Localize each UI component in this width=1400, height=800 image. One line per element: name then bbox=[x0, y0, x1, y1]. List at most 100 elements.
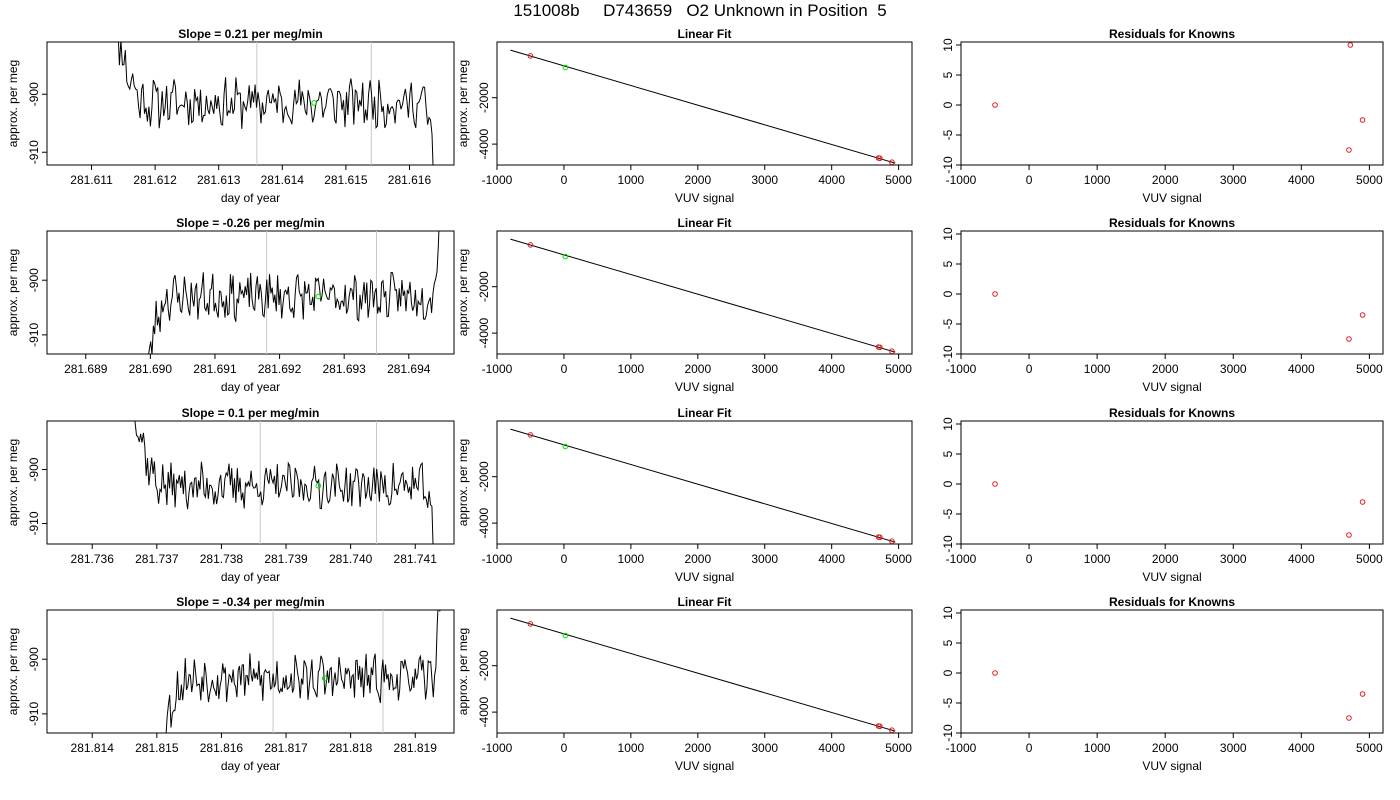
x-tick-label: 1000 bbox=[1084, 741, 1111, 755]
panel-time-row-0: Slope = 0.21 per meg/min 281.611 281.612 28… bbox=[6, 27, 455, 205]
plot-frame bbox=[960, 609, 1384, 734]
x-tick-label: 3000 bbox=[1220, 362, 1247, 376]
y-axis-label: approx. per meg bbox=[456, 439, 470, 526]
x-tick-label: 281.736 bbox=[71, 552, 115, 566]
unknown-point bbox=[562, 632, 569, 639]
x-tick-label: 281.615 bbox=[324, 173, 368, 187]
panel-fit-row-0: Linear Fit -1000 0 1000 2000 3000 4000 5000 -200… bbox=[456, 27, 913, 205]
x-axis-label: VUV signal bbox=[1142, 570, 1201, 584]
x-tick-label: 281.741 bbox=[394, 552, 438, 566]
x-tick-label: 281.815 bbox=[135, 741, 179, 755]
plot-area bbox=[992, 42, 1366, 153]
x-axis-label: day of year bbox=[221, 191, 280, 205]
x-tick-label: 281.612 bbox=[133, 173, 177, 187]
panel-title: Linear Fit bbox=[677, 595, 731, 609]
plot-area bbox=[992, 670, 1366, 721]
plot-frame bbox=[46, 609, 455, 734]
x-tick-label: 5000 bbox=[1356, 362, 1383, 376]
fit-line bbox=[510, 617, 896, 732]
fit-line bbox=[510, 49, 896, 164]
panel-residuals-row-1: Residuals for Knowns -1000 0 1000 2000 3000 40… bbox=[941, 216, 1384, 394]
x-tick-label: 2000 bbox=[1152, 741, 1179, 755]
x-axis-label: VUV signal bbox=[1142, 191, 1201, 205]
x-tick-label: 4000 bbox=[818, 552, 845, 566]
residual-point bbox=[1359, 691, 1366, 697]
y-tick-label: -2000 bbox=[477, 82, 491, 113]
panel-time-row-1: Slope = -0.26 per meg/min 281.689 281.690 2… bbox=[6, 216, 455, 394]
x-tick-label: 2000 bbox=[684, 552, 711, 566]
x-tick-label: 281.814 bbox=[71, 741, 115, 755]
x-tick-label: 281.739 bbox=[264, 552, 308, 566]
plot-area bbox=[992, 291, 1366, 342]
y-tick-label: 0 bbox=[941, 290, 955, 297]
fit-line bbox=[510, 238, 896, 353]
x-tick-label: 5000 bbox=[885, 741, 912, 755]
y-tick-label: -5 bbox=[941, 129, 955, 140]
panel-residuals-row-2: Residuals for Knowns -1000 0 1000 2000 3000 40… bbox=[941, 406, 1384, 584]
known-point bbox=[877, 344, 883, 351]
unknown-point bbox=[562, 253, 569, 260]
y-tick-label: -2000 bbox=[477, 650, 491, 681]
plot-area bbox=[510, 428, 896, 544]
residual-point bbox=[1359, 499, 1366, 505]
plot-frame bbox=[496, 41, 913, 166]
y-tick-label: 10 bbox=[941, 606, 955, 620]
x-tick-label: 4000 bbox=[818, 362, 845, 376]
series-line bbox=[134, 421, 434, 544]
x-tick-label: 281.689 bbox=[64, 362, 108, 376]
unknown-mean-point bbox=[315, 482, 322, 489]
x-tick-label: 1000 bbox=[618, 173, 645, 187]
panel-fit-row-3: Linear Fit -1000 0 1000 2000 3000 4000 5000 -200… bbox=[456, 595, 913, 773]
x-tick-label: 281.616 bbox=[388, 173, 432, 187]
x-tick-label: 1000 bbox=[618, 741, 645, 755]
known-point bbox=[527, 432, 534, 438]
panel-residuals-row-3: Residuals for Knowns -1000 0 1000 2000 3000 40… bbox=[941, 595, 1384, 773]
x-tick-label: 281.691 bbox=[193, 362, 237, 376]
residual-point bbox=[1346, 532, 1352, 538]
x-tick-label: -1000 bbox=[946, 552, 977, 566]
y-axis-label: approx. per meg bbox=[6, 628, 20, 715]
residual-point bbox=[1347, 42, 1354, 48]
x-tick-label: 281.818 bbox=[329, 741, 373, 755]
x-tick-label: 0 bbox=[561, 552, 568, 566]
panel-title: Linear Fit bbox=[677, 216, 731, 230]
plot-area bbox=[510, 49, 896, 165]
x-axis-label: day of year bbox=[221, 570, 280, 584]
known-point bbox=[527, 53, 534, 59]
y-tick-label: 5 bbox=[941, 71, 955, 78]
unknown-mean-point bbox=[321, 675, 328, 682]
x-tick-label: 4000 bbox=[818, 741, 845, 755]
panel-title: Residuals for Knowns bbox=[1109, 27, 1235, 41]
y-tick-label: 0 bbox=[941, 480, 955, 487]
x-tick-label: 2000 bbox=[684, 741, 711, 755]
plot-area bbox=[510, 617, 896, 733]
x-tick-label: 281.693 bbox=[322, 362, 366, 376]
x-tick-label: 281.817 bbox=[264, 741, 308, 755]
x-tick-label: 3000 bbox=[751, 741, 778, 755]
x-axis-label: VUV signal bbox=[1142, 380, 1201, 394]
panel-title: Slope = 0.21 per meg/min bbox=[178, 27, 322, 41]
plot-frame bbox=[960, 230, 1384, 355]
x-tick-label: 5000 bbox=[885, 552, 912, 566]
plot-area bbox=[165, 610, 441, 733]
y-tick-label: -900 bbox=[27, 268, 41, 292]
y-tick-label: 10 bbox=[941, 227, 955, 241]
plot-frame bbox=[46, 230, 455, 355]
x-tick-label: 281.737 bbox=[135, 552, 179, 566]
x-tick-label: 281.611 bbox=[70, 173, 113, 187]
y-tick-label: -2000 bbox=[477, 461, 491, 492]
panel-fit-row-2: Linear Fit -1000 0 1000 2000 3000 4000 5000 -200… bbox=[456, 406, 913, 584]
known-point bbox=[889, 159, 895, 165]
x-axis-label: VUV signal bbox=[675, 380, 734, 394]
x-tick-label: 281.613 bbox=[197, 173, 241, 187]
known-point bbox=[889, 727, 895, 733]
series-line bbox=[148, 231, 440, 354]
x-tick-label: 4000 bbox=[1288, 173, 1315, 187]
x-tick-label: -1000 bbox=[946, 741, 977, 755]
x-tick-label: -1000 bbox=[482, 362, 513, 376]
plot-frame bbox=[496, 230, 913, 355]
known-point bbox=[877, 155, 883, 162]
panel-title: Slope = 0.1 per meg/min bbox=[182, 406, 320, 420]
y-tick-label: 0 bbox=[941, 669, 955, 676]
